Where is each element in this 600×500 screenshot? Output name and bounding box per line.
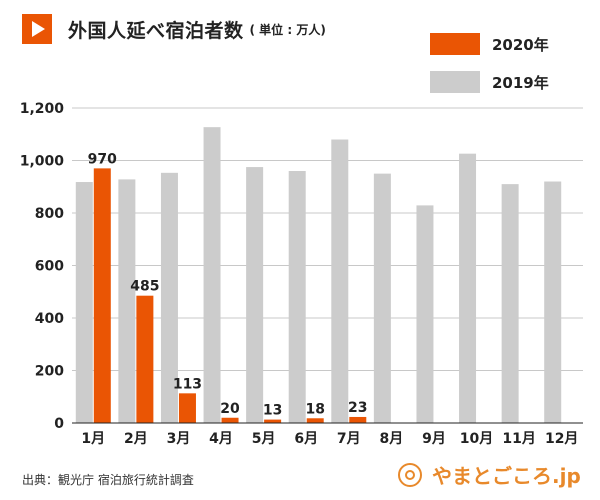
brand-logo: やまとごころ.jp	[398, 460, 581, 489]
y-tick-label: 200	[35, 364, 64, 380]
bar-2019	[118, 179, 136, 423]
legend-item: 2020年	[430, 32, 549, 56]
data-label-2020: 113	[173, 376, 202, 392]
unit-label: ( 単位 : 万人)	[249, 22, 326, 37]
logo-text: やまとごころ.jp	[432, 464, 581, 488]
y-tick-label: 800	[35, 206, 64, 222]
legend-swatch	[430, 33, 480, 55]
y-tick-label: 0	[54, 416, 64, 432]
bar-2020	[221, 417, 239, 423]
chart-header: 外国人延べ宿泊者数 ( 単位 : 万人)	[22, 14, 326, 44]
x-tick-label: 2月	[124, 431, 148, 447]
y-tick-label: 400	[35, 311, 64, 327]
bar-2020	[93, 168, 111, 423]
bar-2019	[459, 153, 477, 424]
data-label-2020: 970	[88, 151, 117, 167]
x-tick-label: 4月	[209, 431, 233, 447]
x-tick-label: 10月	[460, 431, 493, 447]
x-tick-label: 8月	[380, 431, 404, 447]
x-tick-label: 3月	[167, 431, 191, 447]
logo-mark-icon	[398, 462, 422, 487]
y-tick-label: 1,000	[20, 154, 65, 170]
bar-2019	[75, 182, 93, 423]
bar-2020	[178, 393, 196, 423]
data-label-2020: 18	[305, 401, 324, 417]
bar-2019	[501, 184, 519, 423]
bar-2019	[288, 171, 306, 423]
x-tick-label: 6月	[294, 431, 318, 447]
bar-2019	[416, 205, 434, 423]
bar-2020	[349, 416, 367, 423]
y-tick-label: 1,200	[20, 101, 65, 117]
source-note: 出典：観光庁 宿泊旅行統計調査	[22, 473, 194, 487]
x-tick-label: 12月	[545, 431, 578, 447]
legend-label: 2019年	[492, 73, 549, 92]
data-label-2020: 485	[130, 279, 159, 295]
bar-2019	[203, 127, 221, 423]
chart-legend: 2020年 2019年	[430, 32, 549, 94]
bar-2020	[136, 295, 154, 423]
x-tick-label: 5月	[252, 431, 276, 447]
legend-item: 2019年	[430, 70, 549, 94]
bar-2020	[264, 419, 282, 423]
bar-2019	[544, 181, 562, 423]
bar-2019	[160, 172, 178, 423]
x-tick-label: 7月	[337, 431, 361, 447]
data-label-2020: 13	[263, 403, 282, 419]
bar-2019	[331, 139, 349, 423]
legend-label: 2020年	[492, 35, 549, 54]
chart-title: 外国人延べ宿泊者数	[68, 19, 244, 42]
x-tick-label: 9月	[422, 431, 446, 447]
bar-2020	[306, 418, 324, 423]
bar-2019	[246, 167, 264, 423]
data-label-2020: 20	[220, 401, 240, 417]
x-tick-label: 1月	[81, 431, 105, 447]
play-icon	[22, 14, 52, 44]
legend-swatch	[430, 71, 480, 93]
bar-2019	[373, 173, 391, 423]
data-label-2020: 23	[348, 400, 367, 416]
x-tick-label: 11月	[502, 431, 535, 447]
y-tick-label: 600	[35, 259, 64, 275]
